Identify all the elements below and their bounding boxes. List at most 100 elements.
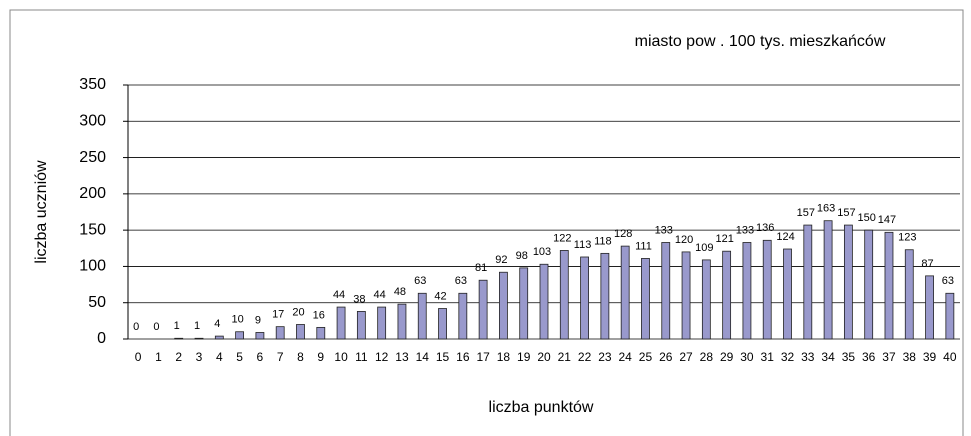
bar [316,326,326,340]
x-tick-label: 14 [416,350,430,364]
x-tick-label: 27 [679,350,693,364]
bar [214,335,224,340]
bar [580,256,589,340]
x-tick-label: 17 [476,350,490,364]
data-label: 92 [495,254,507,266]
bar [255,332,265,340]
x-tick-label: 29 [720,350,734,364]
data-label: 0 [133,321,139,333]
data-label: 123 [898,232,916,244]
x-tick-label: 36 [862,350,876,364]
bar [438,308,447,340]
x-tick-label: 22 [578,350,592,364]
x-tick-label: 18 [497,350,511,364]
bar [235,331,245,340]
y-tick-label: 200 [79,185,106,202]
bar [194,337,204,340]
data-label: 0 [153,321,159,333]
data-label: 63 [414,275,426,287]
y-tick-label: 250 [79,149,106,166]
bar [864,229,874,340]
x-axis-label: liczba punktów [489,399,594,416]
x-tick-label: 38 [903,350,917,364]
bar [661,242,671,340]
data-label: 17 [272,309,284,321]
data-label: 10 [231,314,243,326]
bar [519,267,529,340]
bar [600,252,610,340]
bar [336,306,346,340]
x-tick-label: 33 [801,350,815,364]
y-tick-label: 150 [79,221,106,238]
data-label: 98 [516,250,528,262]
bar [499,271,508,340]
y-tick-label: 300 [79,113,106,130]
bar [945,292,955,340]
data-label: 38 [353,293,365,305]
bar [397,303,407,340]
y-tick-label: 350 [79,76,106,93]
bar [275,326,285,340]
bar [722,250,732,340]
x-tick-label: 39 [923,350,937,364]
data-label: 63 [942,275,954,287]
bar [559,250,569,340]
data-label: 103 [533,246,551,258]
x-tick-label: 26 [659,350,673,364]
x-tick-label: 16 [456,350,470,364]
x-tick-label: 0 [135,350,142,364]
bar [823,220,833,340]
x-tick-label: 20 [537,350,551,364]
data-label: 124 [776,231,794,243]
x-tick-label: 7 [277,350,284,364]
x-tick-label: 31 [761,350,775,364]
bar [296,324,305,340]
y-axis-label: liczba uczniów [33,160,50,264]
data-label: 44 [374,289,386,301]
data-label: 1 [174,320,180,332]
bar [356,311,366,340]
x-tick-label: 1 [155,350,162,364]
bar [620,245,630,340]
data-label: 111 [635,240,652,252]
data-label: 20 [292,306,304,318]
x-tick-label: 35 [842,350,856,364]
x-tick-label: 19 [517,350,531,364]
bar [843,224,853,340]
x-tick-label: 40 [943,350,957,364]
x-tick-label: 34 [821,350,835,364]
data-label: 133 [655,224,673,236]
data-label: 4 [214,318,220,330]
data-label: 42 [434,290,446,302]
bar [925,275,934,340]
data-label: 48 [394,286,406,298]
y-tick-label: 0 [97,330,106,347]
x-tick-label: 25 [639,350,653,364]
data-label: 133 [736,224,754,236]
data-label: 136 [756,222,774,234]
bar [539,263,549,340]
data-label: 81 [475,262,487,274]
data-label: 113 [574,239,592,251]
bar [641,258,650,340]
x-tick-label: 23 [598,350,612,364]
x-tick-label: 24 [618,350,632,364]
x-tick-label: 28 [700,350,714,364]
y-tick-label: 50 [88,294,106,311]
x-tick-label: 21 [558,350,572,364]
data-label: 128 [614,228,632,240]
x-tick-label: 32 [781,350,795,364]
data-label: 109 [695,242,713,254]
bar [458,292,468,340]
x-tick-label: 37 [882,350,896,364]
bar [417,292,427,340]
x-tick-label: 9 [317,350,324,364]
bar [742,242,752,340]
bar [904,249,914,340]
bar [803,224,813,340]
x-tick-label: 3 [196,350,203,364]
x-tick-label: 10 [334,350,348,364]
bar [681,251,691,340]
annotation: miasto pow . 100 tys. mieszkańców [635,33,886,50]
x-tick-label: 5 [236,350,243,364]
